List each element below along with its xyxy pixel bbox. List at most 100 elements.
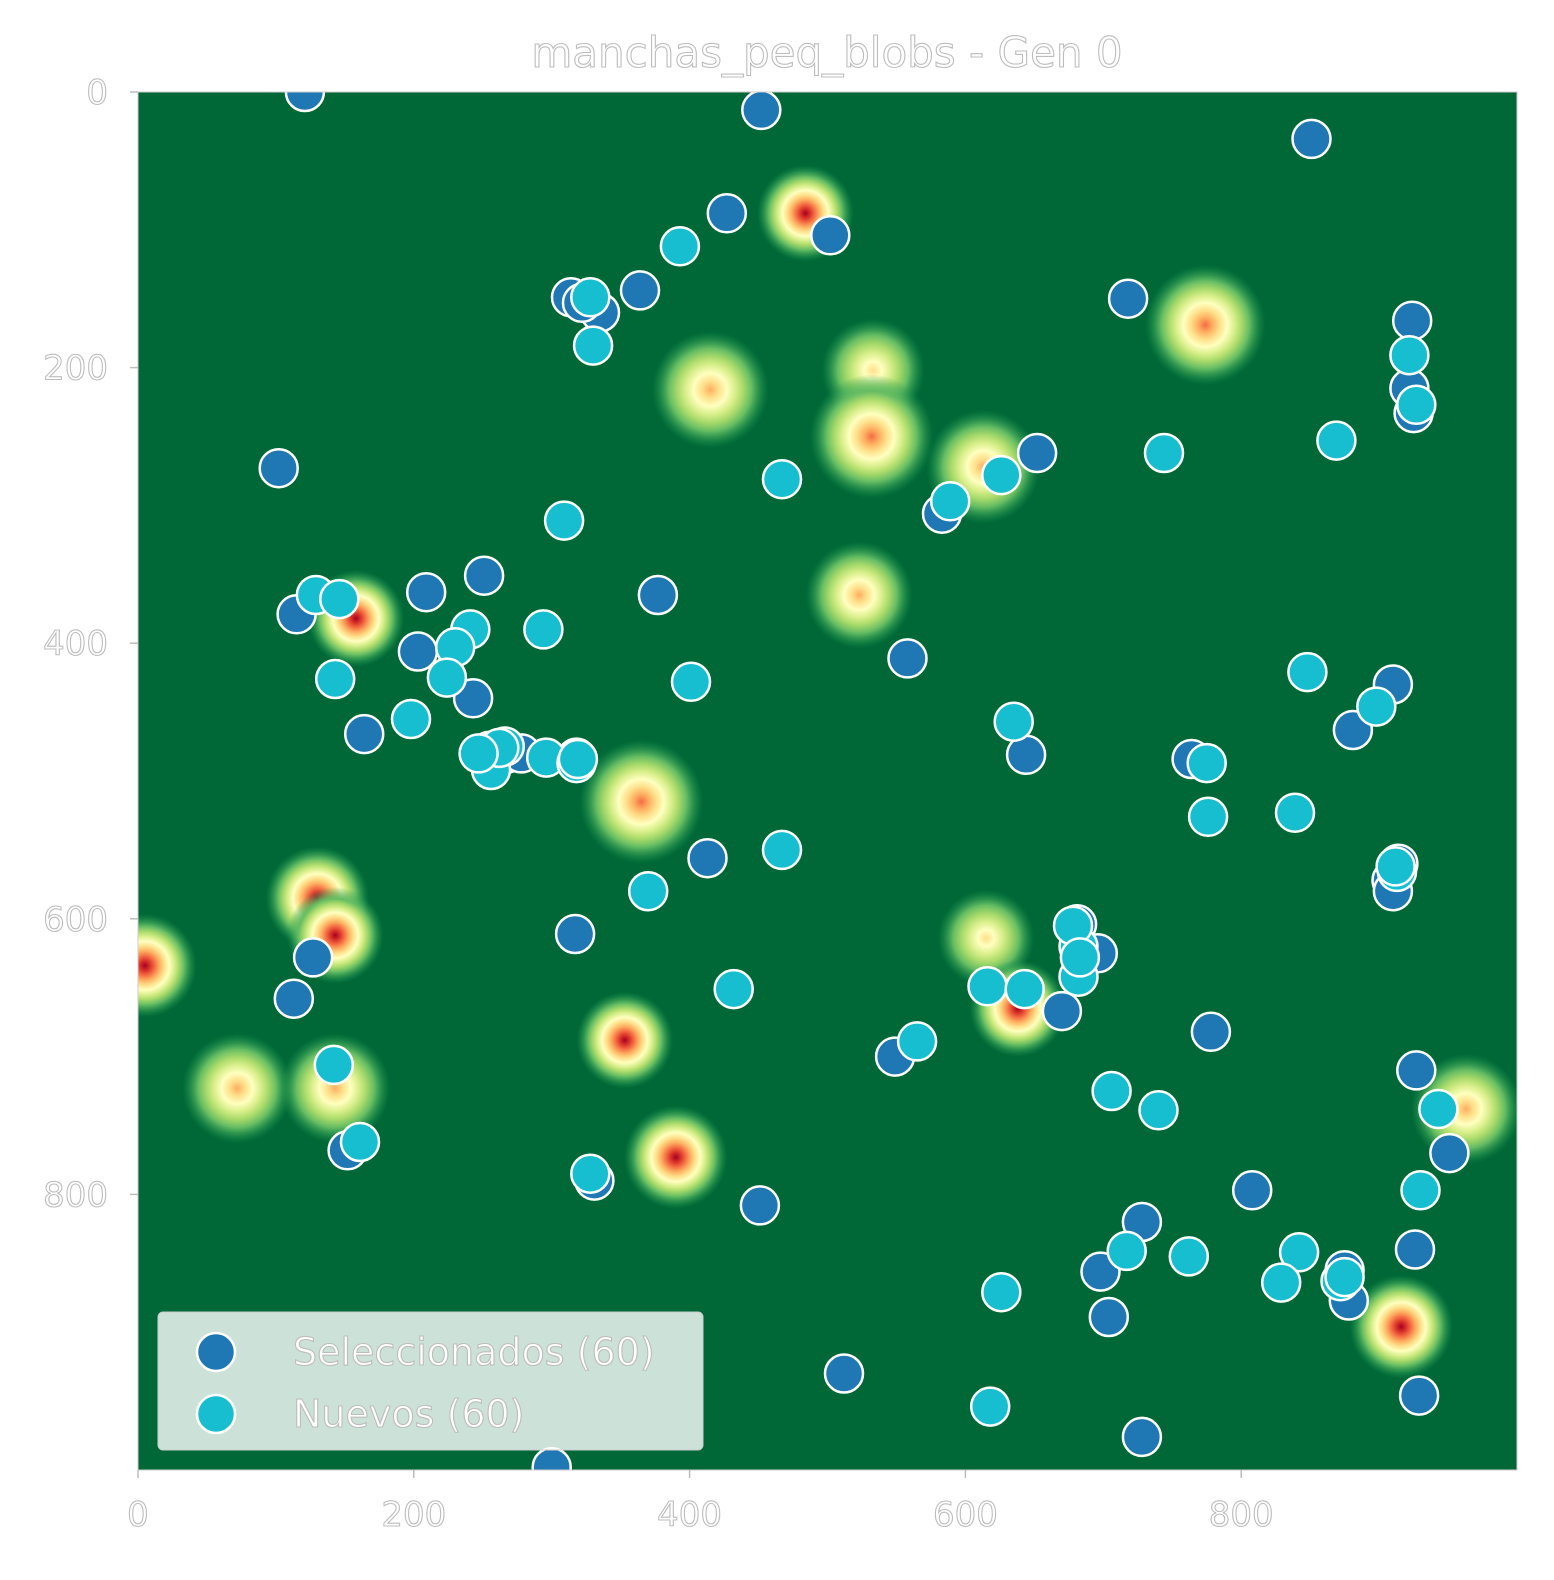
point-nuevo bbox=[929, 481, 971, 522]
point-seleccionado bbox=[1394, 1229, 1436, 1270]
point-nuevo bbox=[761, 458, 803, 500]
point-seleccionado bbox=[706, 193, 748, 234]
plot-frame bbox=[137, 91, 1518, 1471]
point-nuevo bbox=[1186, 742, 1227, 784]
point-seleccionado bbox=[687, 837, 728, 879]
point-nuevo bbox=[1356, 686, 1397, 727]
heatmap-blob bbox=[651, 331, 769, 449]
heatmap-blob bbox=[182, 1033, 293, 1144]
x-tick-label: 0 bbox=[127, 1495, 149, 1535]
point-seleccionado bbox=[1190, 1011, 1232, 1053]
point-nuevo bbox=[1138, 1090, 1179, 1131]
y-tick-label: 600 bbox=[43, 900, 108, 940]
point-seleccionado bbox=[531, 1446, 572, 1470]
point-nuevo bbox=[627, 870, 669, 912]
point-seleccionado bbox=[1016, 432, 1058, 474]
point-nuevo bbox=[1389, 334, 1430, 376]
legend-box bbox=[157, 1311, 704, 1451]
point-seleccionado bbox=[258, 447, 299, 489]
point-nuevo bbox=[1168, 1236, 1210, 1277]
point-seleccionado bbox=[1291, 118, 1332, 160]
point-nuevo bbox=[1004, 968, 1045, 1010]
scatter-series bbox=[258, 92, 1470, 1470]
y-tick-label: 200 bbox=[43, 349, 108, 389]
point-nuevo bbox=[570, 1153, 611, 1194]
heatmap-blob bbox=[1349, 1274, 1453, 1379]
point-seleccionado bbox=[554, 913, 596, 955]
point-seleccionado bbox=[823, 1353, 865, 1394]
point-nuevo bbox=[314, 658, 356, 700]
legend-marker bbox=[195, 1393, 237, 1435]
point-seleccionado bbox=[292, 937, 334, 978]
point-nuevo bbox=[426, 657, 468, 698]
y-axis: 0 200 400 600 800 bbox=[43, 72, 138, 1216]
point-seleccionado bbox=[1429, 1132, 1470, 1174]
point-seleccionado bbox=[619, 270, 661, 311]
point-nuevo bbox=[1106, 1230, 1147, 1272]
point-nuevo bbox=[319, 578, 360, 620]
point-seleccionado bbox=[343, 713, 385, 755]
point-nuevo bbox=[1059, 937, 1101, 978]
chart-title: manchas_peq_blobs - Gen 0 bbox=[531, 28, 1122, 77]
point-seleccionado bbox=[1107, 278, 1149, 319]
point-nuevo bbox=[543, 500, 585, 541]
heatmap-blob bbox=[279, 1033, 391, 1144]
x-axis: 0 200 400 600 800 bbox=[127, 1470, 1274, 1536]
point-nuevo bbox=[967, 966, 1008, 1007]
legend: Seleccionados (60) Nuevos (60) bbox=[157, 1311, 704, 1451]
point-nuevo bbox=[313, 1044, 355, 1086]
heatmap-blob bbox=[138, 913, 197, 1018]
point-seleccionado bbox=[1041, 990, 1083, 1032]
point-seleccionado bbox=[284, 92, 326, 113]
series-nuevos bbox=[295, 226, 1459, 1427]
point-seleccionado bbox=[1231, 1170, 1273, 1211]
point-nuevo bbox=[1418, 1088, 1459, 1130]
point-nuevo bbox=[993, 701, 1034, 742]
y-tick-label: 400 bbox=[43, 624, 108, 664]
point-seleccionado bbox=[273, 978, 315, 1019]
heatmap-blob bbox=[576, 991, 674, 1089]
point-nuevo bbox=[1316, 420, 1357, 461]
point-nuevo bbox=[981, 1271, 1022, 1313]
point-nuevo bbox=[570, 277, 611, 318]
point-nuevo bbox=[572, 325, 614, 366]
point-nuevo bbox=[659, 226, 701, 267]
point-nuevo bbox=[458, 733, 499, 774]
point-seleccionado bbox=[405, 571, 447, 613]
point-seleccionado bbox=[397, 631, 439, 672]
heatmap-blob bbox=[624, 1105, 728, 1209]
point-seleccionado bbox=[739, 1185, 781, 1226]
x-tick-label: 800 bbox=[1209, 1495, 1274, 1535]
heatmap-blob bbox=[805, 541, 913, 649]
point-nuevo bbox=[1287, 651, 1328, 693]
point-nuevo bbox=[1143, 432, 1185, 474]
legend-label: Nuevos (60) bbox=[293, 1392, 525, 1436]
y-tick-label: 0 bbox=[86, 73, 108, 113]
heatmap-blob bbox=[1410, 1053, 1517, 1165]
point-nuevo bbox=[1396, 384, 1437, 426]
point-nuevo bbox=[981, 454, 1022, 496]
point-nuevo bbox=[1091, 1070, 1132, 1112]
point-nuevo bbox=[390, 698, 432, 740]
point-seleccionado bbox=[1398, 1375, 1440, 1416]
point-seleccionado bbox=[887, 638, 928, 679]
legend-label: Seleccionados (60) bbox=[293, 1330, 655, 1374]
point-nuevo bbox=[1274, 792, 1316, 833]
point-nuevo bbox=[557, 738, 599, 780]
x-tick-label: 200 bbox=[381, 1495, 446, 1535]
x-tick-label: 600 bbox=[933, 1495, 998, 1535]
heatmap-blob bbox=[579, 739, 704, 864]
x-tick-label: 400 bbox=[657, 1495, 722, 1535]
legend-marker bbox=[195, 1331, 237, 1373]
point-nuevo bbox=[523, 609, 564, 650]
point-nuevo bbox=[896, 1021, 938, 1062]
y-tick-label: 800 bbox=[43, 1175, 108, 1215]
point-nuevo bbox=[670, 661, 712, 703]
point-nuevo bbox=[1400, 1170, 1441, 1211]
point-nuevo bbox=[761, 829, 803, 871]
heatmap-blob bbox=[1145, 264, 1266, 386]
point-nuevo bbox=[339, 1121, 381, 1163]
point-nuevo bbox=[1278, 1232, 1320, 1273]
point-nuevo bbox=[713, 968, 754, 1010]
